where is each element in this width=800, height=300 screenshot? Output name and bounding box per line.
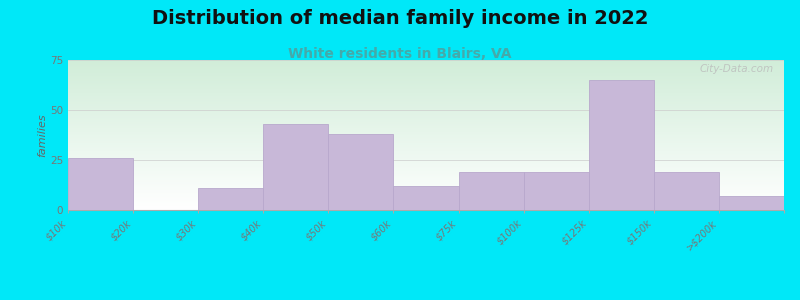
- Bar: [263, 124, 328, 210]
- Bar: [68, 158, 133, 210]
- Text: City-Data.com: City-Data.com: [699, 64, 774, 74]
- Text: White residents in Blairs, VA: White residents in Blairs, VA: [288, 46, 512, 61]
- Bar: [328, 134, 394, 210]
- Bar: [394, 186, 458, 210]
- Text: Distribution of median family income in 2022: Distribution of median family income in …: [152, 9, 648, 28]
- Bar: [198, 188, 263, 210]
- Bar: [589, 80, 654, 210]
- Y-axis label: families: families: [37, 113, 47, 157]
- Bar: [719, 196, 784, 210]
- Bar: [458, 172, 524, 210]
- Bar: [524, 172, 589, 210]
- Bar: [654, 172, 719, 210]
